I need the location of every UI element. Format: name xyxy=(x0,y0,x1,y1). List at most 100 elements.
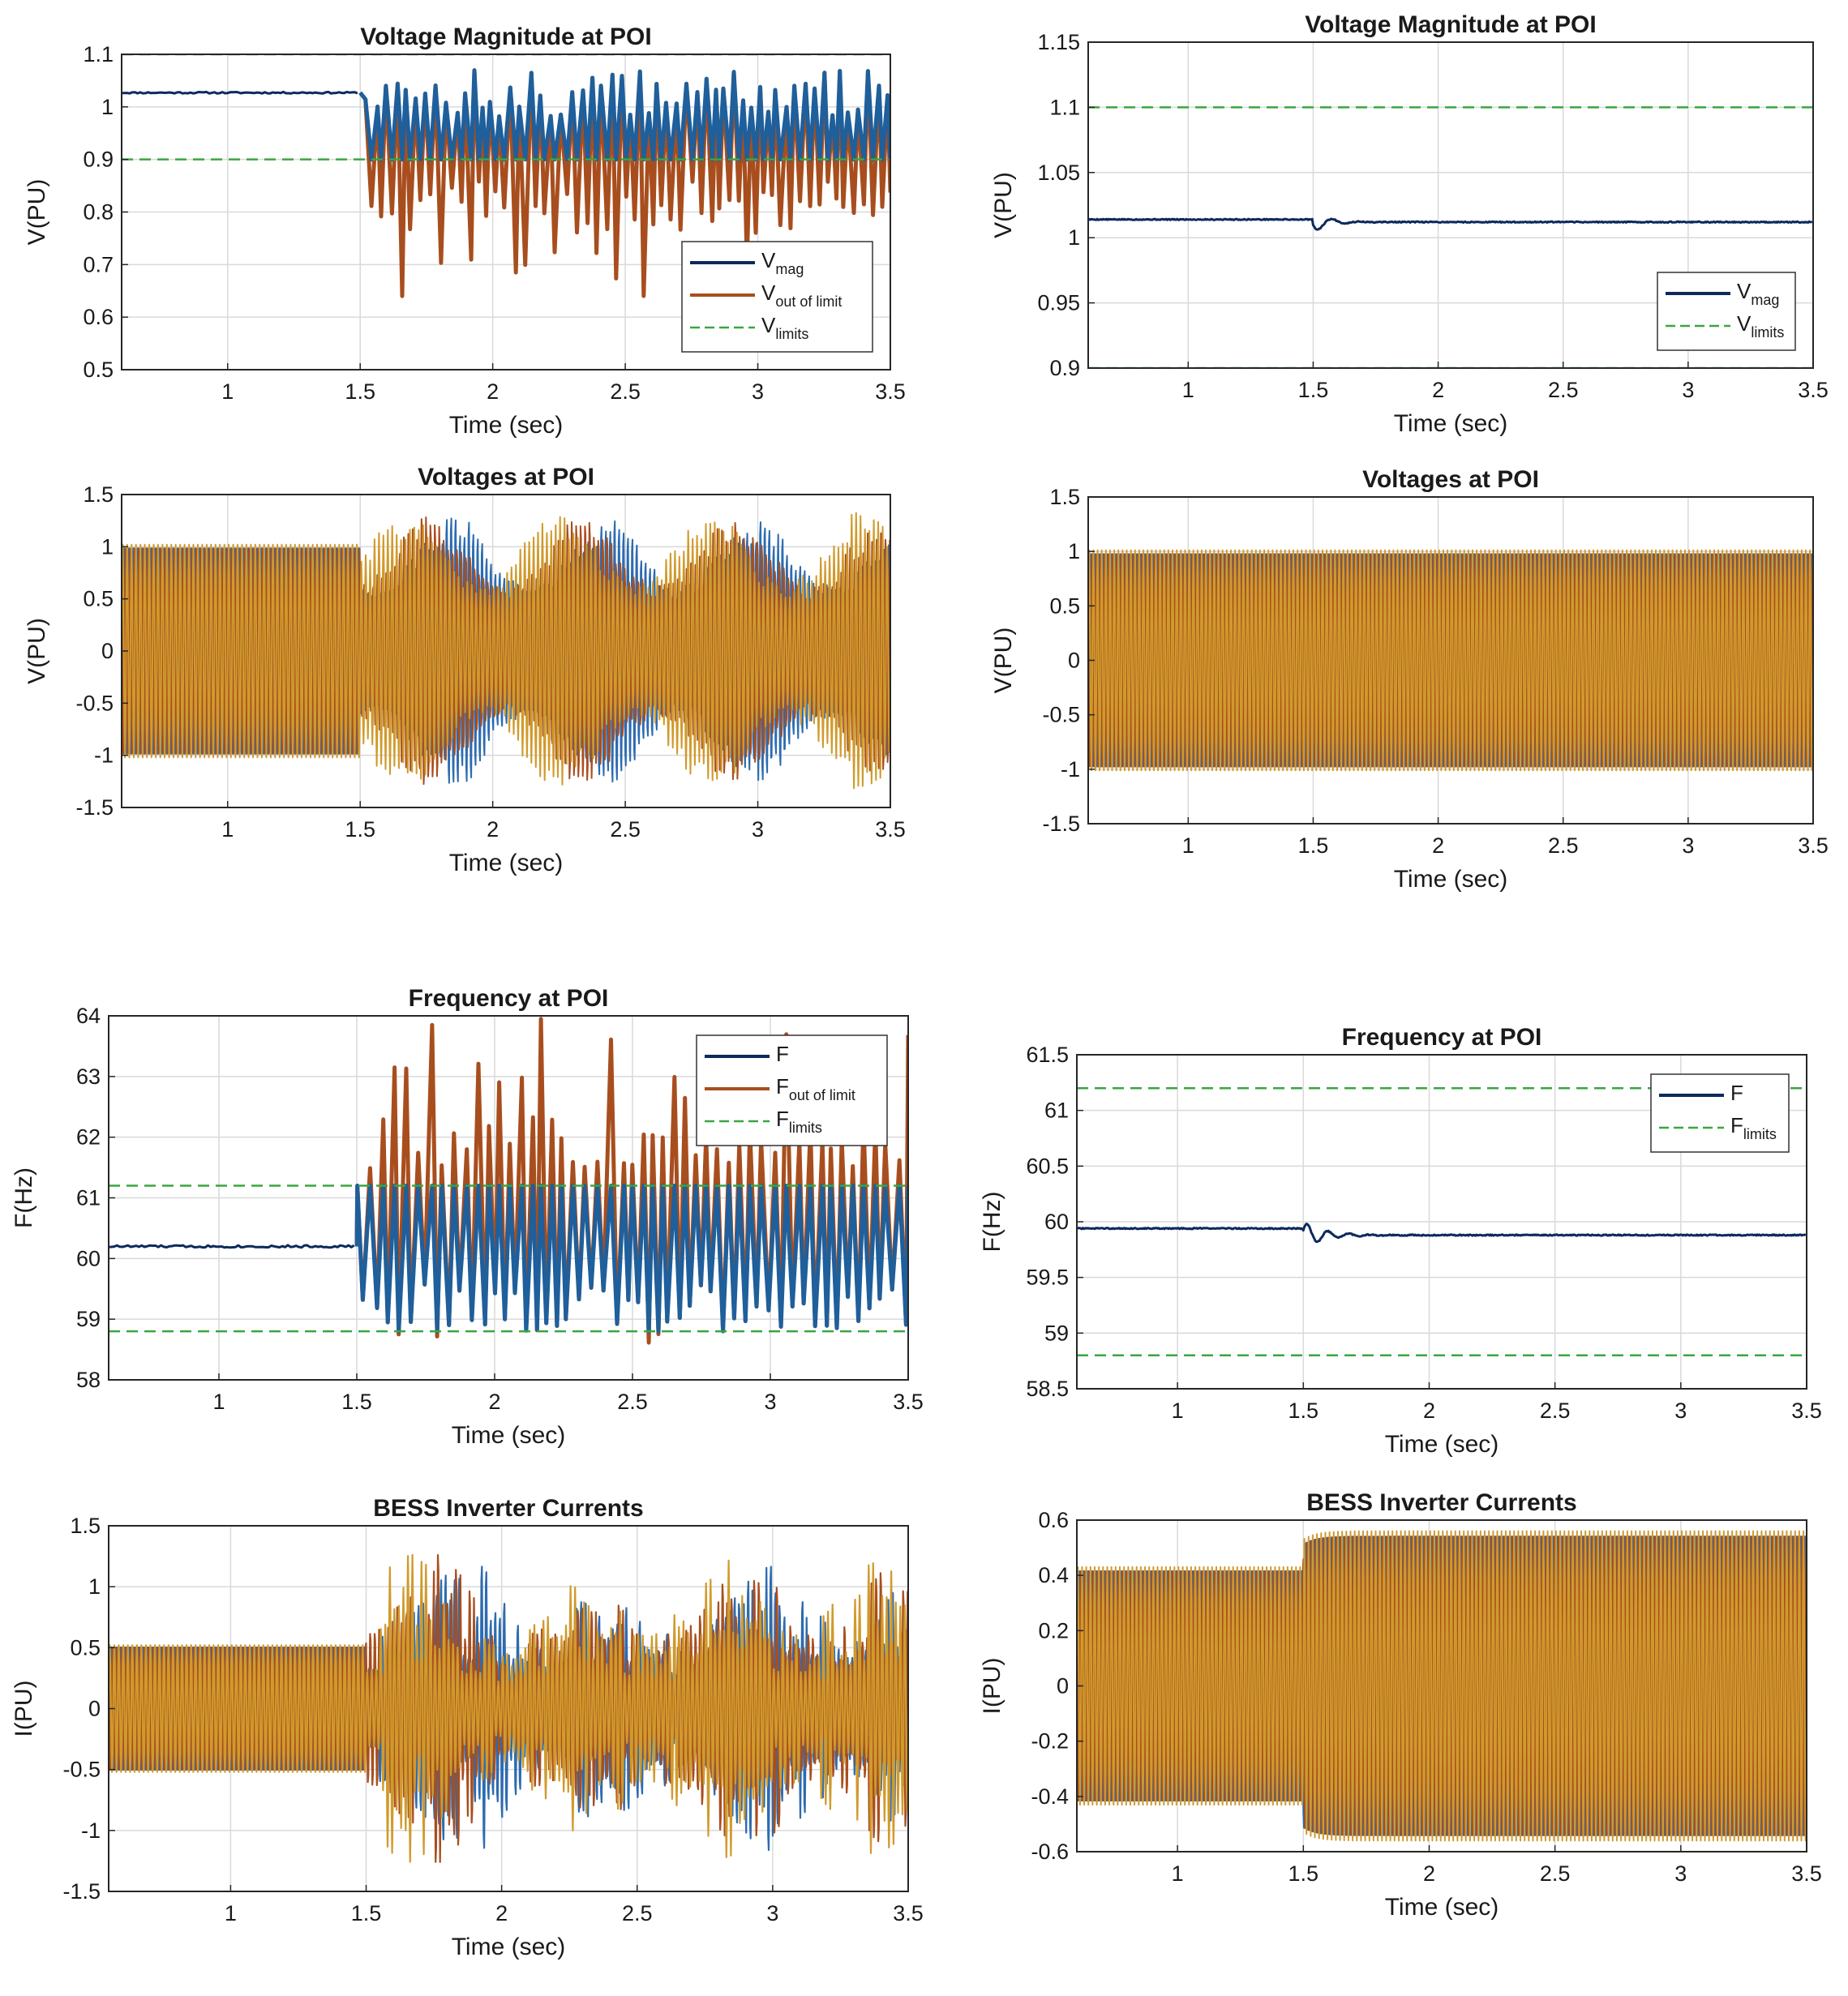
x-tick-label: 3 xyxy=(1682,378,1694,402)
y-tick-label: -1 xyxy=(81,1818,101,1843)
y-tick-label: 58.5 xyxy=(1026,1377,1069,1401)
y-tick-label: 60 xyxy=(76,1246,101,1270)
y-tick-label: 60 xyxy=(1044,1210,1069,1234)
y-tick-label: 1.05 xyxy=(1037,161,1080,185)
y-axis-label: V(PU) xyxy=(24,618,50,684)
x-axis-label: Time (sec) xyxy=(452,1934,566,1960)
x-tick-label: 1 xyxy=(225,1901,237,1925)
y-tick-label: 0 xyxy=(1057,1674,1069,1698)
x-tick-label: 3.5 xyxy=(893,1901,924,1925)
x-tick-label: 3.5 xyxy=(1791,1861,1822,1886)
y-tick-label: 62 xyxy=(76,1125,101,1150)
chart-title: Voltage Magnitude at POI xyxy=(1305,11,1596,38)
x-tick-label: 3.5 xyxy=(1798,378,1829,402)
y-tick-label: 0.5 xyxy=(83,587,114,611)
chart-title: Voltage Magnitude at POI xyxy=(360,24,651,50)
x-axis-label: Time (sec) xyxy=(452,1422,566,1449)
x-tick-label: 1 xyxy=(1182,833,1194,858)
chart-title: Voltages at POI xyxy=(418,464,594,490)
x-tick-label: 3.5 xyxy=(1791,1398,1822,1423)
y-axis-label: V(PU) xyxy=(990,627,1017,694)
chart-left-frequency: 1 1.5 2 2.5 3 3.5 58 59 60 61 62 63 64 Frequency at P… xyxy=(11,985,924,1449)
x-tick-label: 1 xyxy=(1172,1398,1184,1423)
phase-a-series xyxy=(109,1553,908,1863)
x-tick-label: 1.5 xyxy=(341,1390,372,1414)
y-tick-label: 1 xyxy=(101,534,114,559)
y-tick-label: 0 xyxy=(88,1697,101,1721)
magnitude-series xyxy=(1088,217,1813,231)
legend-label: Fout of limit xyxy=(776,1074,855,1103)
y-axis-label: V(PU) xyxy=(24,179,50,246)
y-tick-label: -0.4 xyxy=(1031,1784,1069,1809)
legend-label: Flimits xyxy=(1730,1113,1777,1142)
x-tick-label: 3.5 xyxy=(1798,833,1829,858)
frequency-series-pre xyxy=(109,1244,355,1249)
y-tick-label: 1.5 xyxy=(70,1514,101,1538)
x-tick-label: 3 xyxy=(764,1390,776,1414)
legend-label: F xyxy=(776,1042,789,1066)
x-tick-label: 2.5 xyxy=(1548,833,1579,858)
y-tick-label: 1.1 xyxy=(83,42,114,66)
y-tick-label: 0.9 xyxy=(1049,356,1080,380)
x-tick-label: 2 xyxy=(495,1901,508,1925)
y-tick-label: 59.5 xyxy=(1026,1266,1069,1290)
x-tick-label: 3 xyxy=(752,817,764,842)
x-tick-label: 1 xyxy=(221,817,234,842)
y-tick-label: 0.7 xyxy=(83,252,114,276)
y-axis-label: F(Hz) xyxy=(11,1167,37,1228)
y-tick-label: 1 xyxy=(1068,225,1080,250)
plot-content xyxy=(109,1553,908,1863)
x-axis-label: Time (sec) xyxy=(1385,1894,1499,1921)
y-tick-label: 59 xyxy=(76,1307,101,1331)
legend-label: Vlimits xyxy=(1737,311,1784,341)
x-tick-label: 2.5 xyxy=(1540,1861,1571,1886)
x-tick-label: 1.5 xyxy=(351,1901,382,1925)
x-tick-label: 2.5 xyxy=(622,1901,653,1925)
x-tick-label: 1 xyxy=(212,1390,225,1414)
legend-label: Vout of limit xyxy=(761,281,842,310)
legend: Vmag Vout of limit Vlimits xyxy=(681,241,873,353)
x-tick-label: 3.5 xyxy=(875,379,906,404)
y-axis-label: F(Hz) xyxy=(979,1192,1005,1253)
x-tick-label: 1 xyxy=(221,379,234,404)
y-tick-label: 0.6 xyxy=(1038,1508,1069,1532)
y-tick-label: -1.5 xyxy=(75,795,114,820)
plot-content xyxy=(1088,106,1813,368)
frequency-series-post xyxy=(354,1184,908,1334)
y-tick-label: 0.5 xyxy=(70,1635,101,1660)
x-tick-label: 1.5 xyxy=(1298,378,1329,402)
x-tick-label: 2 xyxy=(488,1390,500,1414)
y-tick-label: 61 xyxy=(1044,1099,1069,1123)
legend: F Fout of limit Flimits xyxy=(696,1034,888,1146)
y-tick-label: 0.9 xyxy=(83,148,114,172)
y-tick-label: 0.4 xyxy=(1038,1563,1069,1587)
y-tick-label: -1 xyxy=(1061,757,1080,782)
y-tick-label: -1 xyxy=(94,743,114,768)
y-tick-label: 0.6 xyxy=(83,305,114,329)
legend-box xyxy=(1650,1073,1790,1153)
chart-title: Frequency at POI xyxy=(409,985,609,1012)
y-tick-label: 1.5 xyxy=(83,482,114,507)
x-tick-label: 3 xyxy=(1674,1861,1687,1886)
x-tick-label: 1.5 xyxy=(1288,1861,1319,1886)
y-axis-label: I(PU) xyxy=(979,1658,1005,1715)
y-tick-label: 0.95 xyxy=(1037,291,1080,315)
y-tick-label: 58 xyxy=(76,1368,101,1392)
x-axis-label: Time (sec) xyxy=(449,850,564,876)
y-tick-label: -0.5 xyxy=(1042,703,1080,727)
chart-title: BESS Inverter Currents xyxy=(373,1495,643,1522)
x-axis-label: Time (sec) xyxy=(449,412,564,439)
y-tick-label: -0.5 xyxy=(75,691,114,715)
x-tick-label: 3.5 xyxy=(875,817,906,842)
y-tick-label: -0.5 xyxy=(62,1758,101,1782)
chart-title: BESS Inverter Currents xyxy=(1306,1489,1576,1516)
x-tick-label: 2.5 xyxy=(1548,378,1579,402)
plot-content xyxy=(122,512,890,790)
x-tick-label: 2 xyxy=(1423,1398,1435,1423)
magnitude-series-post xyxy=(358,68,890,162)
y-tick-label: 61 xyxy=(76,1186,101,1210)
x-tick-label: 2.5 xyxy=(1540,1398,1571,1423)
y-tick-label: 0 xyxy=(101,639,114,663)
x-tick-label: 3 xyxy=(766,1901,778,1925)
legend-label: Vmag xyxy=(761,248,804,277)
